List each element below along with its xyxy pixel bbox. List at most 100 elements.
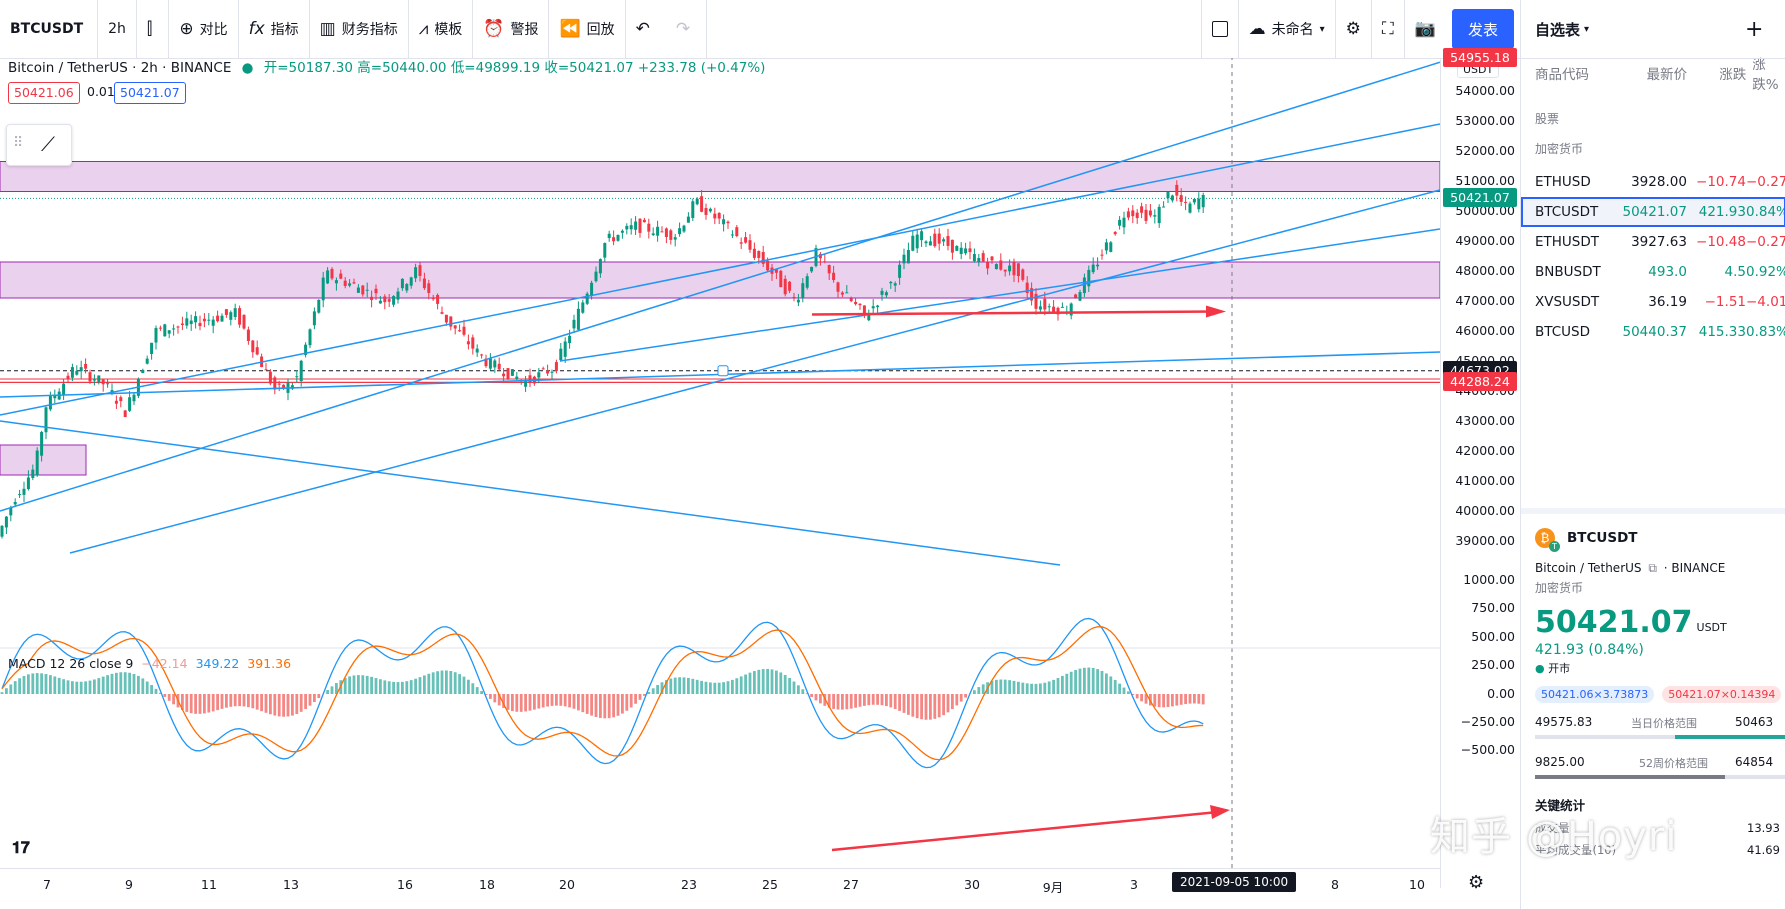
section-stocks[interactable]: 股票 xyxy=(1535,112,1560,126)
interval-button[interactable]: 2h xyxy=(98,0,137,58)
macd-histogram-bar xyxy=(1171,694,1174,707)
time-axis[interactable]: 7 9 11 13 16 18 20 23 25 27 30 9月 3 8 10 2021-09-05 10:… xyxy=(0,868,1440,899)
macd-histogram-bar xyxy=(599,694,602,718)
bitcoin-logo-icon: ₿ T xyxy=(1535,528,1560,552)
macd-histogram-bar xyxy=(471,683,475,694)
time-tick-label: 11 xyxy=(201,877,217,892)
detail-symbol[interactable]: BTCUSDT xyxy=(1567,530,1638,546)
watchlist-row[interactable]: ETHUSDT 3927.63 −10.48−0.27% xyxy=(1521,227,1785,257)
redo-button[interactable]: ↷ xyxy=(666,0,708,58)
watchlist-row[interactable]: XVSUSDT 36.19 −1.51−4.01% xyxy=(1521,287,1785,317)
candle-body xyxy=(1060,306,1064,308)
chart-type-button[interactable]: ⫿ xyxy=(137,0,170,58)
candle-body xyxy=(339,273,343,279)
macd-histogram-bar xyxy=(722,682,725,694)
settings-button[interactable]: ⚙ xyxy=(1334,0,1371,58)
macd-histogram-bar xyxy=(396,682,400,694)
signal-line xyxy=(1,626,1204,761)
candle-body xyxy=(251,340,255,353)
macd-histogram-bar xyxy=(484,694,488,696)
snapshot-button[interactable]: 📷 xyxy=(1403,0,1446,58)
layout-select-toggle[interactable] xyxy=(1200,0,1238,58)
watchlist-row[interactable]: BTCUSD 50440.37 415.33 0.83% xyxy=(1521,317,1785,347)
candle-body xyxy=(594,271,598,282)
candle-body xyxy=(893,283,897,286)
alerts-button[interactable]: ⏰ 警报 xyxy=(473,0,550,58)
fullscreen-button[interactable]: ⛶ xyxy=(1370,0,1404,58)
macd-histogram-bar xyxy=(709,682,712,694)
candle-body xyxy=(466,341,470,345)
detail-name[interactable]: Bitcoin / TetherUS xyxy=(1535,561,1642,575)
watchlist-row[interactable]: BNBUSDT 493.0 4.5 0.92% xyxy=(1521,257,1785,287)
watchlist-header[interactable]: 自选表 ▾ + xyxy=(1521,0,1785,59)
watchlist-last: 3927.63 xyxy=(1631,234,1687,250)
macd-histogram-bar xyxy=(995,679,998,694)
indicators-button[interactable]: fx 指标 xyxy=(239,0,310,58)
macd-histogram-bar xyxy=(282,694,285,717)
time-tick-label: 8 xyxy=(1331,877,1339,892)
candle-body xyxy=(233,308,237,317)
drawing-toolbar[interactable]: ⠿ ⟋ xyxy=(6,124,72,166)
add-symbol-icon[interactable]: + xyxy=(1745,16,1764,42)
price-axis[interactable]: USDT 54000.00 53000.00 52000.00 51000.00 500… xyxy=(1440,48,1521,888)
macd-histogram-bar xyxy=(247,694,250,708)
macd-histogram-bar xyxy=(172,694,175,705)
macd-tick-label: 1000.00 xyxy=(1463,572,1515,587)
section-crypto[interactable]: 加密货币 xyxy=(1535,142,1584,156)
macd-histogram-bar xyxy=(783,674,787,694)
financials-button[interactable]: ▥ 财务指标 xyxy=(310,0,409,58)
candle-body xyxy=(537,372,541,378)
day-range-bar xyxy=(1535,735,1785,739)
candle-body xyxy=(1012,262,1016,276)
macd-histogram-bar xyxy=(1105,673,1108,694)
candle-body xyxy=(1131,210,1135,217)
axis-settings-button[interactable]: ⚙ xyxy=(1468,872,1485,893)
top-price-tag[interactable]: 54955.18 xyxy=(1443,48,1517,67)
tradingview-logo[interactable]: 𝟏𝟕 xyxy=(12,838,30,857)
watchlist-row[interactable]: ETHUSD 3928.00 −10.74−0.27% xyxy=(1521,167,1785,197)
price-chart[interactable] xyxy=(0,58,1440,888)
macd-histogram-bar xyxy=(889,694,893,708)
line-price-tag[interactable]: 44288.24 xyxy=(1443,372,1517,392)
undo-button[interactable]: ↶ xyxy=(626,0,666,58)
macd-histogram-bar xyxy=(660,682,664,694)
legend-open: 开=50187.30 xyxy=(263,60,353,76)
chevron-down-icon[interactable]: ▾ xyxy=(1584,23,1590,35)
templates-button[interactable]: ⩘ 模板 xyxy=(409,0,474,58)
external-link-icon[interactable]: ⧉ xyxy=(1648,561,1657,575)
replay-button[interactable]: ⏪ 回放 xyxy=(549,0,626,58)
col-symbol[interactable]: 商品代码 xyxy=(1535,67,1589,83)
trend-line-tool-icon[interactable]: ⟋ xyxy=(41,132,55,156)
watchlist-title[interactable]: 自选表 xyxy=(1535,20,1581,39)
candle-body xyxy=(290,385,294,389)
col-change[interactable]: 涨跌 xyxy=(1719,67,1747,83)
candle-body xyxy=(1162,206,1166,208)
col-percent[interactable]: 涨跌% xyxy=(1752,57,1779,93)
macd-histogram-bar xyxy=(814,694,818,701)
candle-body xyxy=(462,326,466,335)
macd-histogram-bar xyxy=(467,679,470,694)
symbol-search-button[interactable]: BTCUSDT xyxy=(0,0,99,58)
time-tick-label: 9月 xyxy=(1042,880,1064,895)
candle-body xyxy=(1052,306,1056,312)
macd-histogram-bar xyxy=(638,694,642,700)
watchlist-row[interactable]: BTCUSDT 50421.07 421.93 0.84% xyxy=(1521,197,1785,227)
macd-histogram-bar xyxy=(687,677,690,694)
legend-low: 低=49899.19 xyxy=(450,60,541,76)
macd-histogram-bar xyxy=(563,694,567,707)
buy-price-box[interactable]: 50421.07 xyxy=(114,82,186,104)
last-price-tag[interactable]: 50421.07 xyxy=(1443,188,1517,208)
layout-name-button[interactable]: ☁ 未命名 ▾ xyxy=(1237,0,1335,58)
drag-handle-icon[interactable]: ⠿ xyxy=(13,135,24,151)
chevron-down-icon: ▾ xyxy=(1319,23,1325,35)
support-resistance-zones xyxy=(0,58,1440,868)
col-last[interactable]: 最新价 xyxy=(1646,67,1688,83)
candle-body xyxy=(651,233,655,236)
candle-body xyxy=(572,319,576,329)
macd-histogram-bar xyxy=(203,694,206,714)
macd-histogram-bar xyxy=(541,694,545,708)
publish-button[interactable]: 发表 xyxy=(1452,9,1514,49)
sell-price-box[interactable]: 50421.06 xyxy=(8,82,80,104)
candle-body xyxy=(0,525,4,537)
compare-button[interactable]: ⊕ 对比 xyxy=(169,0,239,58)
